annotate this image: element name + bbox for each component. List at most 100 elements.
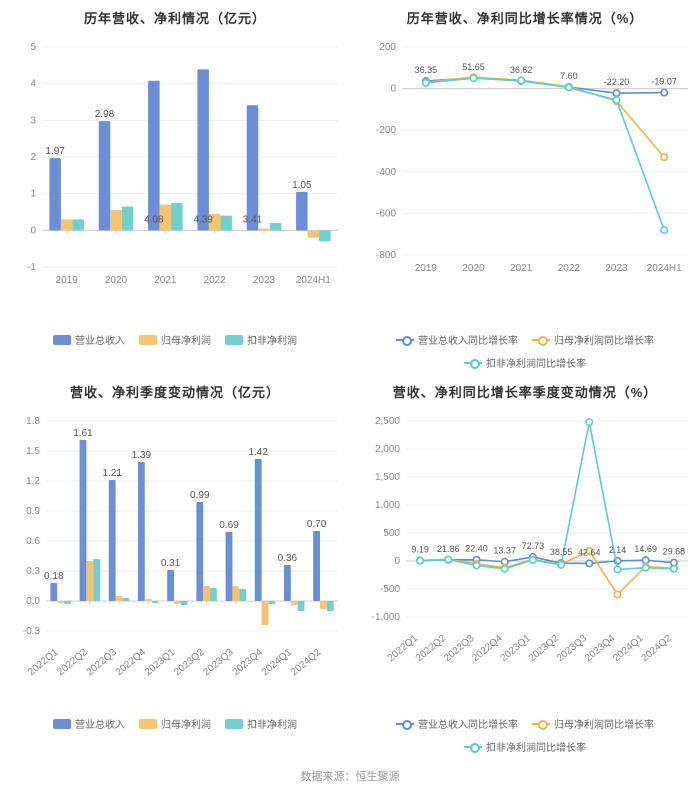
legend-swatch [464, 742, 482, 752]
legend-label: 归母净利润 [161, 332, 211, 347]
svg-text:2,500: 2,500 [375, 416, 400, 427]
legend-item: 归母净利润同比增长率 [532, 332, 654, 347]
chart-annual-bar: -1012345201920202021202220232024H11.972.… [6, 33, 344, 323]
svg-text:2.98: 2.98 [95, 109, 115, 120]
legend-item: 归母净利润同比增长率 [532, 716, 654, 731]
legend-item: 营业总收入同比增长率 [396, 332, 518, 347]
svg-text:2020: 2020 [462, 263, 485, 274]
svg-text:38.55: 38.55 [550, 547, 573, 557]
legend-annual-line: 营业总收入同比增长率 归母净利润同比增长率扣非净利润同比增长率 [356, 332, 694, 370]
svg-text:2019: 2019 [415, 263, 438, 274]
svg-text:2022Q3: 2022Q3 [85, 647, 120, 679]
svg-text:7.60: 7.60 [560, 71, 578, 81]
svg-text:-1: -1 [27, 262, 36, 273]
svg-text:0.36: 0.36 [278, 553, 298, 564]
svg-text:-800: -800 [376, 250, 396, 261]
svg-text:0.31: 0.31 [161, 558, 181, 569]
svg-text:0.18: 0.18 [44, 571, 64, 582]
legend-swatch [225, 335, 243, 345]
legend-swatch [139, 719, 157, 729]
svg-text:1.42: 1.42 [248, 447, 268, 458]
svg-text:1: 1 [30, 189, 36, 200]
legend-label: 扣非净利润 [247, 332, 297, 347]
chart-quarter-bar: -0.30.00.30.60.91.21.51.82022Q12022Q2202… [6, 407, 344, 707]
svg-text:1.61: 1.61 [73, 428, 93, 439]
legend-item: 营业总收入 [53, 716, 125, 731]
svg-text:3.41: 3.41 [243, 214, 263, 225]
chart-quarter-line: -1,000-50005001,0001,5002,0002,5002022Q1… [356, 407, 694, 707]
svg-text:0.0: 0.0 [26, 596, 40, 607]
legend-item: 营业总收入 [53, 332, 125, 347]
legend-swatch [396, 719, 414, 729]
svg-text:13.37: 13.37 [493, 546, 516, 556]
legend-label: 归母净利润同比增长率 [554, 716, 654, 731]
svg-text:2023Q4: 2023Q4 [231, 647, 266, 679]
svg-text:2024Q1: 2024Q1 [260, 647, 295, 679]
svg-text:29.68: 29.68 [663, 547, 686, 557]
svg-text:2022Q1: 2022Q1 [26, 647, 61, 679]
svg-text:5: 5 [30, 42, 36, 53]
legend-swatch [464, 358, 482, 368]
legend-item: 扣非净利润同比增长率 [464, 355, 586, 370]
svg-text:-500: -500 [380, 584, 400, 595]
svg-text:-1,000: -1,000 [372, 612, 401, 623]
svg-text:1.5: 1.5 [26, 446, 40, 457]
svg-text:2021: 2021 [510, 263, 533, 274]
svg-text:2023Q3: 2023Q3 [201, 647, 236, 679]
legend-label: 归母净利润同比增长率 [554, 332, 654, 347]
svg-text:2023Q2: 2023Q2 [527, 633, 562, 665]
svg-text:1.2: 1.2 [26, 476, 40, 487]
svg-text:51.65: 51.65 [462, 62, 485, 72]
legend-label: 扣非净利润同比增长率 [486, 739, 586, 754]
svg-text:14.69: 14.69 [634, 544, 657, 554]
legend-label: 营业总收入 [75, 716, 125, 731]
svg-text:2024H1: 2024H1 [296, 275, 331, 286]
legend-swatch [53, 335, 71, 345]
legend-annual-bar: 营业总收入 归母净利润 扣非净利润 [6, 332, 344, 347]
svg-text:500: 500 [383, 528, 400, 539]
svg-text:1.8: 1.8 [26, 416, 40, 427]
legend-item: 营业总收入同比增长率 [396, 716, 518, 731]
legend-swatch [225, 719, 243, 729]
svg-text:3: 3 [30, 115, 36, 126]
svg-text:2023Q1: 2023Q1 [143, 647, 178, 679]
svg-text:2023Q1: 2023Q1 [498, 633, 533, 665]
svg-text:4: 4 [30, 79, 36, 90]
svg-text:2023Q3: 2023Q3 [555, 633, 590, 665]
svg-text:36.35: 36.35 [415, 65, 438, 75]
legend-label: 扣非净利润 [247, 716, 297, 731]
svg-text:9.19: 9.19 [411, 544, 429, 554]
legend-swatch [532, 335, 550, 345]
legend-swatch [53, 719, 71, 729]
svg-text:2022: 2022 [204, 275, 227, 286]
legend-item: 扣非净利润 [225, 332, 297, 347]
svg-text:0: 0 [394, 556, 400, 567]
svg-text:0.70: 0.70 [307, 519, 327, 530]
svg-text:1.39: 1.39 [132, 450, 152, 461]
svg-text:200: 200 [379, 42, 396, 53]
svg-text:2022Q2: 2022Q2 [55, 647, 90, 679]
svg-text:1.05: 1.05 [292, 180, 312, 191]
panel-annual-bar: 历年营收、净利情况（亿元） -1012345201920202021202220… [0, 0, 350, 374]
legend-quarter-bar: 营业总收入 归母净利润 扣非净利润 [6, 716, 344, 731]
panel-quarter-line: 营收、净利同比增长率季度变动情况（%） -1,000 -500 0 500 1,000 1… [350, 374, 700, 758]
svg-text:2.14: 2.14 [609, 545, 627, 555]
chart-title: 营收、净利同比增长率季度变动情况（%） [356, 382, 694, 401]
svg-text:1,500: 1,500 [375, 472, 400, 483]
svg-text:0: 0 [30, 225, 36, 236]
svg-text:2024Q1: 2024Q1 [611, 633, 646, 665]
svg-text:-200: -200 [376, 125, 396, 136]
legend-quarter-line: 营业总收入同比增长率 归母净利润同比增长率扣非净利润同比增长率 [356, 716, 694, 754]
dashboard-grid: 历年营收、净利情况（亿元） -1012345201920202021202220… [0, 0, 700, 758]
svg-text:2022Q1: 2022Q1 [386, 633, 421, 665]
svg-text:1,000: 1,000 [375, 500, 400, 511]
legend-label: 归母净利润 [161, 716, 211, 731]
chart-title: 历年营收、净利同比增长率情况（%） [356, 8, 694, 27]
chart-title: 历年营收、净利情况（亿元） [6, 8, 344, 27]
svg-text:2022Q4: 2022Q4 [470, 633, 505, 665]
svg-text:-600: -600 [376, 208, 396, 219]
svg-text:42.64: 42.64 [578, 547, 601, 557]
svg-text:0.9: 0.9 [26, 506, 40, 517]
legend-label: 营业总收入同比增长率 [418, 716, 518, 731]
svg-text:21.86: 21.86 [437, 544, 460, 554]
